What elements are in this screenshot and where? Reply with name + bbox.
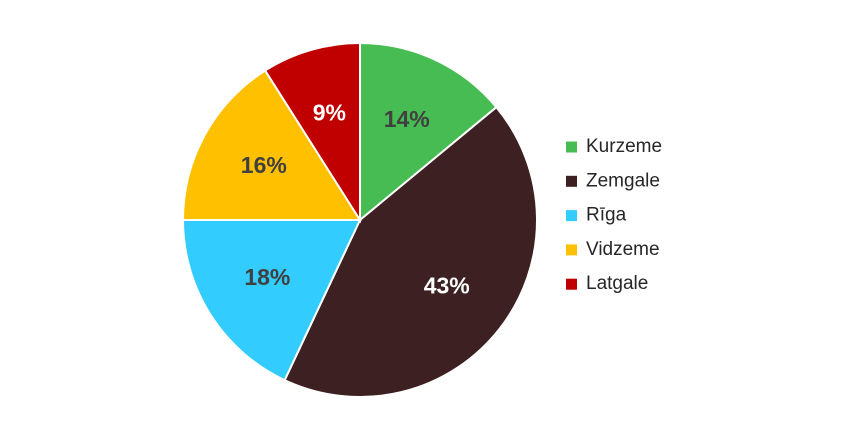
- value-label: 18%: [244, 264, 290, 290]
- legend-swatch: [566, 175, 577, 187]
- legend-swatch: [566, 141, 577, 153]
- pie-slice: [181, 219, 362, 382]
- legend-label: Rīga: [586, 205, 627, 226]
- legend-swatch: [566, 244, 577, 256]
- legend-swatch: [566, 278, 577, 290]
- legend-label: Vidzeme: [586, 239, 660, 260]
- legend-label: Kurzeme: [586, 136, 662, 157]
- legend-label: Latgale: [586, 273, 648, 294]
- value-label: 9%: [313, 100, 346, 126]
- pie-slice: [181, 69, 362, 221]
- value-label: 16%: [241, 152, 287, 178]
- pie-slice: [283, 105, 538, 398]
- value-label: 43%: [424, 272, 470, 298]
- legend-swatch: [566, 210, 577, 222]
- pie-slice: [263, 41, 361, 224]
- legend-label: Zemgale: [586, 170, 660, 191]
- pie-slice: [359, 41, 498, 223]
- value-label: 14%: [384, 106, 430, 132]
